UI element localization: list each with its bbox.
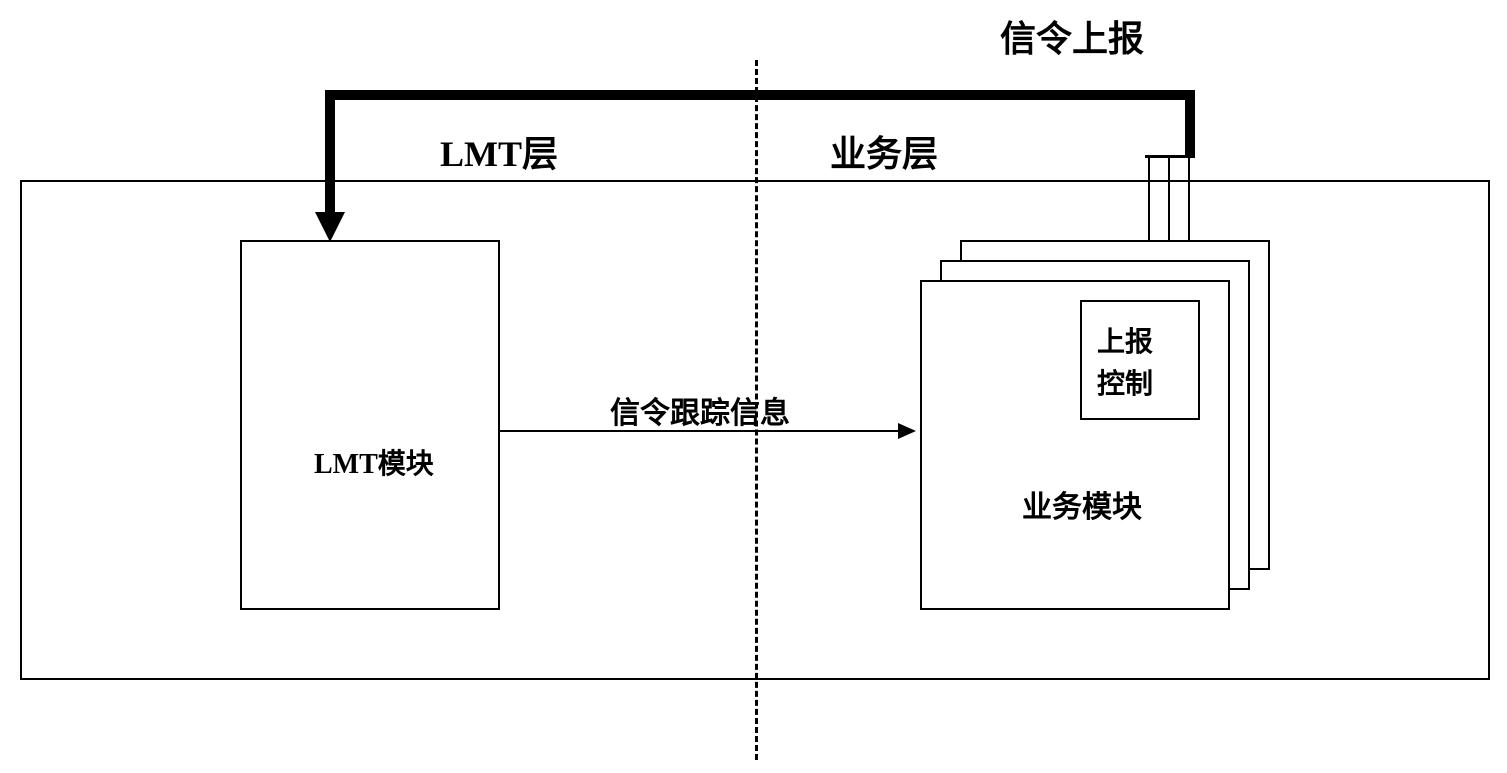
report-control-box: 上报 控制 bbox=[1080, 300, 1200, 420]
report-control-label-1: 上报 bbox=[1097, 320, 1153, 360]
report-control-label-2: 控制 bbox=[1097, 362, 1153, 402]
business-module-label: 业务模块 bbox=[1022, 482, 1142, 526]
thick-arrow-top bbox=[325, 90, 1195, 100]
lmt-module-label: LMT模块 bbox=[314, 442, 434, 482]
business-layer-label: 业务层 bbox=[830, 125, 938, 177]
diagram-canvas: 信令上报 LMT层 业务层 LMT模块 业务模块 上报 控制 信令跟踪信息 bbox=[0, 0, 1507, 773]
top-label: 信令上报 bbox=[1000, 10, 1144, 62]
lmt-layer-label: LMT层 bbox=[440, 125, 558, 177]
thin-arrow-head bbox=[898, 423, 916, 439]
lmt-module-box: LMT模块 bbox=[240, 240, 500, 610]
thick-arrow-left-down bbox=[325, 90, 335, 215]
arrow-label: 信令跟踪信息 bbox=[610, 388, 790, 432]
thick-arrow-head bbox=[315, 212, 345, 242]
thick-arrow-right-up bbox=[1185, 90, 1195, 158]
biz-connector-3 bbox=[1188, 155, 1190, 240]
